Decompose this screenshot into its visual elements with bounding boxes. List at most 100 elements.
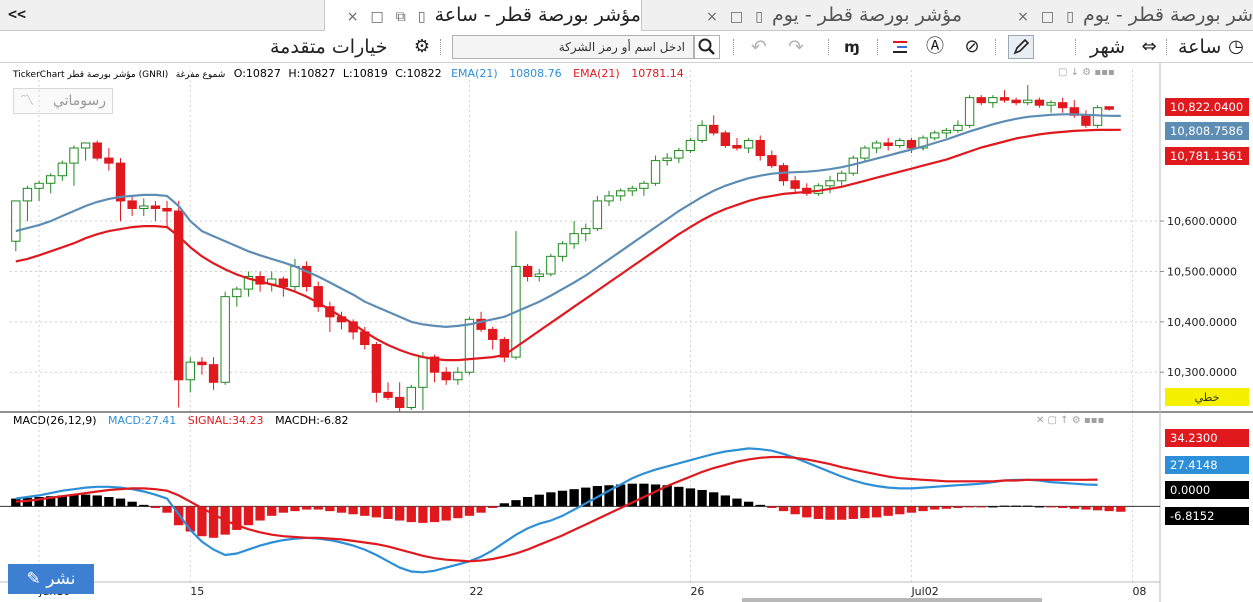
maximize-icon[interactable]: □ bbox=[729, 9, 744, 25]
tab-qatar-index-hour[interactable]: مؤشر بورصة قطر - ساعة ▯ ⧉ □ × bbox=[324, 0, 642, 32]
macd-title: MACD(26,12,9) bbox=[13, 414, 97, 427]
macd-histogram-bar bbox=[441, 506, 451, 521]
macdh-value: MACDH:-6.82 bbox=[275, 414, 349, 427]
macd-histogram-bar bbox=[848, 506, 858, 519]
company-search-input[interactable]: ادخل اسم أو رمز الشركة bbox=[452, 35, 694, 59]
close-icon[interactable]: × bbox=[346, 9, 359, 25]
candle-up bbox=[69, 147, 79, 164]
tab-label: مؤشر بورصة قطر - يوم bbox=[771, 4, 962, 26]
ema2-value: 10781.14 bbox=[631, 67, 684, 80]
price-badge bbox=[1165, 98, 1249, 116]
macd-histogram-bar bbox=[697, 489, 707, 507]
macd-histogram-bar bbox=[313, 506, 323, 510]
hour-interval-label[interactable]: ساعة bbox=[1178, 36, 1222, 58]
clock-icon[interactable]: ◷ bbox=[1228, 36, 1244, 57]
macd-histogram-bar bbox=[627, 483, 637, 507]
close-value: C:10822 bbox=[395, 67, 442, 80]
candle-down bbox=[150, 205, 161, 209]
gear-icon[interactable]: ⚙ bbox=[413, 36, 431, 57]
auto-scale-icon[interactable]: Ⓐ bbox=[926, 36, 944, 57]
candle-up bbox=[697, 124, 707, 141]
my-drawings-button[interactable]: رسوماتي 〽 bbox=[13, 88, 113, 114]
close-icon[interactable]: × bbox=[1017, 9, 1029, 25]
macd-histogram-bar bbox=[1034, 506, 1045, 508]
macd-histogram-bar bbox=[92, 495, 102, 507]
month-period-label[interactable]: شهر bbox=[1090, 36, 1126, 58]
candle-up bbox=[988, 97, 998, 104]
horizontal-scrollbar[interactable] bbox=[742, 598, 1042, 602]
candle-down bbox=[301, 265, 312, 288]
collapse-panel-button[interactable]: << bbox=[8, 5, 27, 23]
macd-histogram-bar bbox=[1116, 506, 1126, 512]
candle-down bbox=[313, 286, 323, 308]
candle-down bbox=[767, 155, 777, 167]
draw-tools-button[interactable] bbox=[1008, 35, 1034, 59]
macd-histogram-bar bbox=[162, 506, 172, 513]
binoculars-icon[interactable]: ɱ bbox=[844, 38, 860, 56]
maximize-icon[interactable]: □ bbox=[370, 9, 384, 25]
tab-bar: << مؤشر بورصة قطر - ساعة ▯ ⧉ □ × مؤشر بو… bbox=[0, 0, 1253, 32]
macd-histogram-bar bbox=[581, 487, 591, 507]
macd-histogram-bar bbox=[46, 496, 56, 507]
maximize-icon[interactable]: □ bbox=[1040, 9, 1055, 25]
price-panel-controls[interactable]: ▢ ↓ ⚙ ▪▪▪ bbox=[1058, 67, 1115, 78]
detach-icon[interactable]: ⧉ bbox=[395, 9, 406, 25]
macd-histogram-bar bbox=[813, 506, 824, 519]
chart-style-label: شموع مفرغة bbox=[175, 70, 226, 80]
candle-up bbox=[569, 233, 579, 245]
publish-button[interactable]: ✎ نشر bbox=[8, 564, 94, 594]
indicator-wave-icon[interactable]: ⊘ bbox=[964, 36, 980, 57]
macd-histogram-bar bbox=[150, 506, 161, 508]
toolbar-separator bbox=[1166, 39, 1167, 55]
close-icon[interactable]: × bbox=[706, 9, 718, 25]
candle-down bbox=[476, 318, 486, 330]
candle-up bbox=[220, 296, 230, 383]
macd-histogram-bar bbox=[604, 485, 614, 507]
price-legend: TickerChart مؤشر بورصة قطر (GNRI) شموع م… bbox=[13, 67, 684, 80]
macd-histogram-bar bbox=[406, 506, 416, 523]
tab-page-icon: ▯ bbox=[417, 9, 426, 25]
macd-histogram-bar bbox=[1011, 505, 1021, 507]
ema-line-red bbox=[15, 128, 1121, 362]
macd-badge-label: -6.8152 bbox=[1170, 509, 1214, 523]
candle-up bbox=[871, 142, 882, 149]
macd-histogram-bar bbox=[1046, 506, 1056, 508]
price-badge bbox=[1165, 122, 1249, 140]
candle-up bbox=[941, 129, 952, 134]
candle-up bbox=[139, 205, 149, 209]
price-tick-label: 10,400.0000 bbox=[1167, 316, 1237, 329]
price-tick-label: 10,600.0000 bbox=[1167, 215, 1237, 228]
macd-histogram-bar bbox=[418, 506, 428, 523]
ema2-label: EMA(21) bbox=[573, 67, 620, 80]
tab-qatar-index-day-2[interactable]: شر بورصة قطر - يوم ▯ □ × bbox=[962, 0, 1253, 31]
candle-up bbox=[930, 132, 940, 139]
candle-up bbox=[46, 175, 56, 184]
expand-horizontal-icon[interactable]: ⇔ bbox=[1141, 36, 1157, 57]
candle-down bbox=[488, 328, 498, 340]
macd-panel-controls[interactable]: ✕ ▢ ↑ ⚙ ▪▪▪ bbox=[1036, 415, 1105, 426]
search-button[interactable] bbox=[694, 35, 720, 59]
macd-histogram-bar bbox=[69, 494, 79, 507]
macd-histogram-bar bbox=[371, 506, 382, 518]
undo-icon[interactable]: ↶ bbox=[751, 36, 767, 58]
redo-icon[interactable]: ↷ bbox=[788, 36, 804, 58]
order-book-icon[interactable] bbox=[889, 36, 911, 58]
macd-histogram-bar bbox=[464, 506, 475, 516]
tab-qatar-index-day[interactable]: مؤشر بورصة قطر - يوم ▯ □ × bbox=[642, 0, 962, 31]
linear-scale-badge bbox=[1165, 388, 1249, 406]
candle-down bbox=[173, 210, 184, 381]
macd-histogram-bar bbox=[964, 506, 975, 508]
toolbar-separator bbox=[440, 39, 441, 55]
candle-up bbox=[836, 172, 847, 182]
macd-histogram-bar bbox=[860, 506, 870, 519]
macd-histogram-bar bbox=[511, 500, 521, 507]
chart-area[interactable]: 10,600.0000 10,500.0000 10,400.0000 10,300.… bbox=[0, 63, 1253, 602]
candle-up bbox=[895, 139, 905, 146]
candle-up bbox=[406, 386, 416, 408]
macd-histogram-bar bbox=[895, 506, 905, 515]
advanced-options-button[interactable]: خيارات متقدمة bbox=[270, 36, 388, 58]
macd-histogram-bar bbox=[662, 485, 672, 507]
macd-histogram-bar bbox=[650, 484, 661, 507]
linear-scale-label: خطي bbox=[1195, 391, 1220, 404]
macd-histogram-bar bbox=[999, 505, 1010, 507]
